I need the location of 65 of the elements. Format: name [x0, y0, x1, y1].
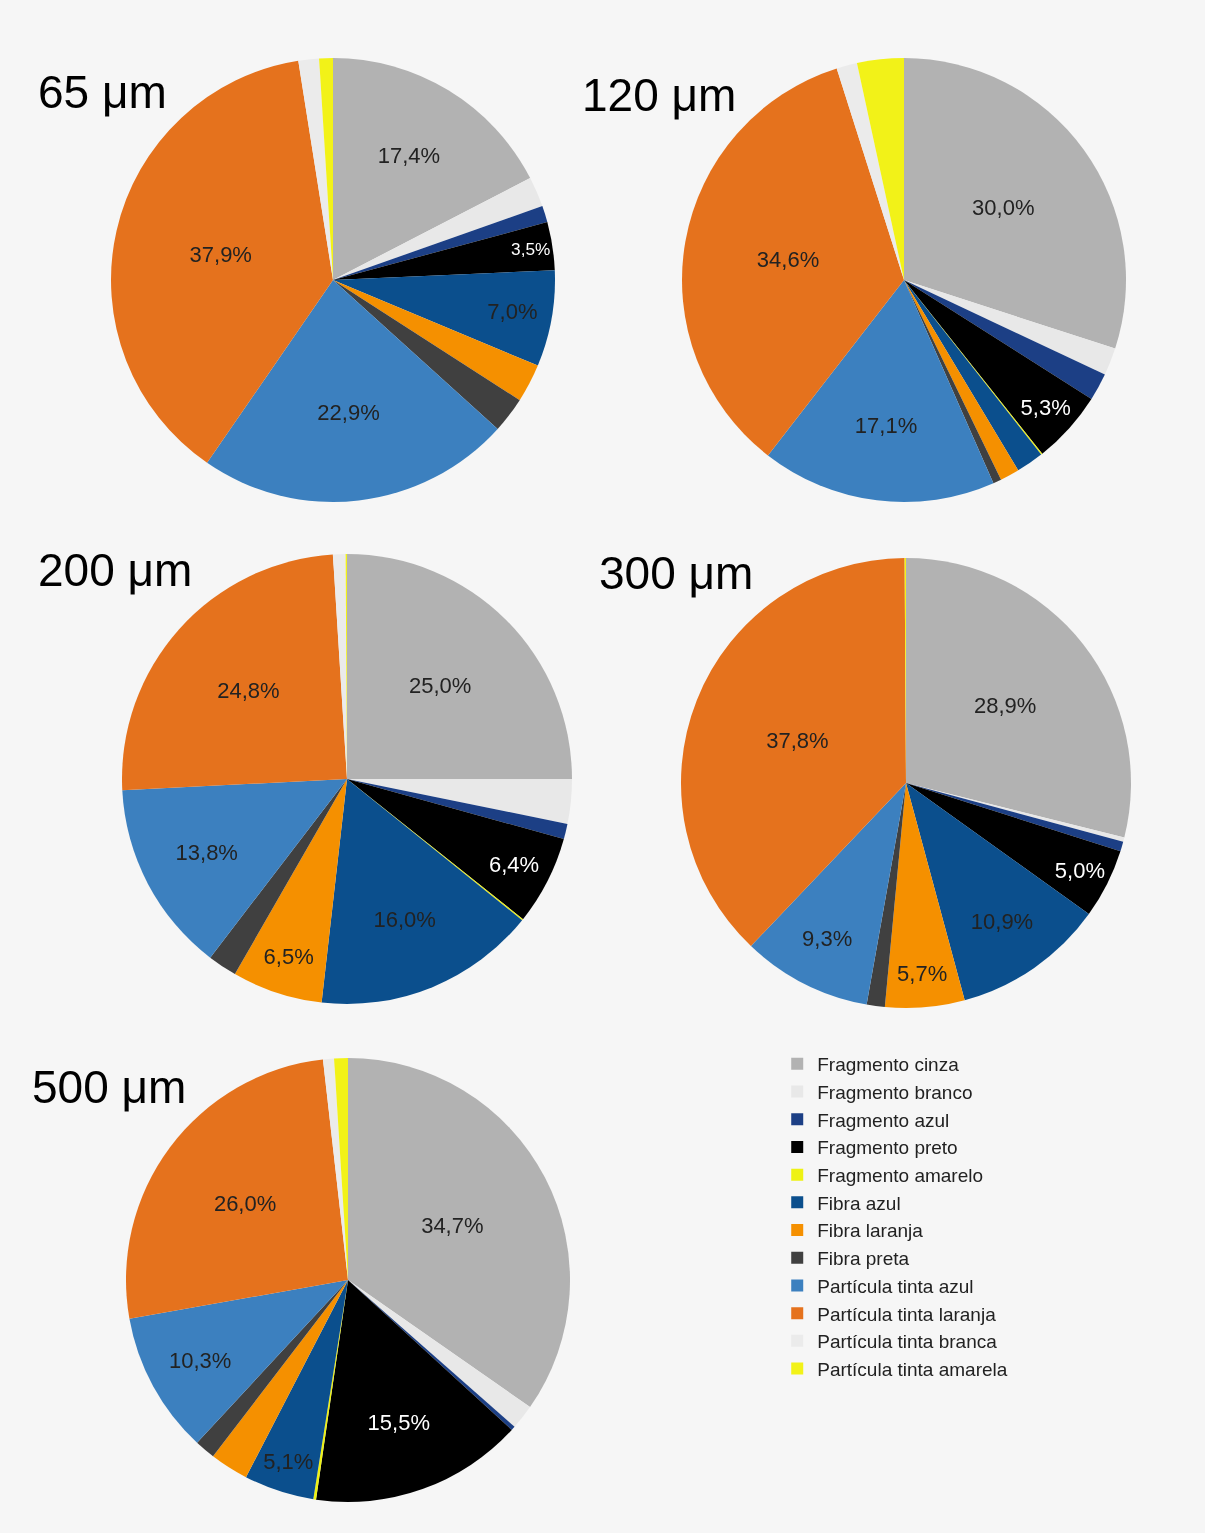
data-label: 26,0%: [213, 1190, 277, 1216]
pie-slice: [333, 270, 555, 366]
data-label: 10,3%: [168, 1348, 232, 1374]
pie-slice: [347, 779, 572, 824]
data-label: 25,0%: [409, 673, 472, 699]
pie-slice: [333, 280, 538, 401]
pie-slice: [333, 206, 548, 280]
pie-slice: [856, 58, 904, 280]
legend-label: Fibra preta: [817, 1248, 910, 1270]
pie-slice: [298, 58, 333, 280]
pie-slice: [681, 558, 906, 947]
chart-title: 500 μm: [32, 1061, 187, 1113]
legend-label: Partícula tinta amarela: [817, 1358, 1008, 1380]
data-label: 10,9%: [970, 908, 1034, 934]
data-label: 6,4%: [489, 851, 540, 877]
legend-label: Fragmento preto: [817, 1137, 958, 1159]
chart-title: 120 μm: [582, 69, 737, 121]
data-label: 5,7%: [897, 960, 948, 986]
legend-label: Fragmento amarelo: [817, 1165, 984, 1187]
data-label: 37,8%: [766, 727, 829, 753]
data-label: 3,5%: [511, 239, 551, 260]
pie-slice: [767, 280, 994, 502]
pie-slice: [348, 1058, 570, 1408]
data-label: 5,3%: [1020, 394, 1071, 420]
legend-label: Fragmento branco: [817, 1081, 973, 1103]
pie-slice: [126, 1059, 348, 1319]
pie-slice: [316, 1280, 512, 1502]
legend-label: Partícula tinta branca: [817, 1331, 998, 1353]
data-label: 7,0%: [487, 299, 538, 325]
pie-slice: [129, 1280, 348, 1443]
data-label: 13,8%: [175, 840, 238, 866]
pie-slice: [906, 783, 1121, 915]
pie-slice: [904, 280, 1105, 399]
data-label: 15,5%: [367, 1409, 430, 1435]
pie-slice: [333, 222, 555, 280]
data-label: 30,0%: [972, 195, 1035, 221]
pie-slice: [904, 280, 1116, 375]
legend-label: Fibra laranja: [817, 1220, 924, 1242]
data-label: 34,6%: [756, 246, 820, 272]
data-label: 9,3%: [802, 926, 853, 952]
pie-slice: [904, 58, 1126, 349]
pie-slice: [884, 783, 965, 1008]
data-label: 37,9%: [189, 242, 252, 268]
data-label: 16,0%: [373, 906, 436, 932]
legend-label: Partícula tinta azul: [817, 1275, 974, 1297]
data-label: 6,5%: [263, 944, 314, 970]
data-label: 28,9%: [973, 693, 1037, 719]
data-label: 24,8%: [217, 678, 280, 704]
legend-label: Fragmento azul: [817, 1109, 950, 1131]
pie-slice: [347, 554, 572, 779]
data-label: 5,0%: [1054, 857, 1105, 883]
chart-title: 200 μm: [38, 544, 193, 596]
data-label: 22,9%: [317, 400, 380, 426]
pie-slice: [122, 554, 347, 791]
chart-title: 65 μm: [38, 66, 167, 118]
legend-label: Partícula tinta laranja: [817, 1303, 997, 1325]
pie-slice: [906, 558, 1131, 838]
data-label: 17,4%: [377, 142, 441, 168]
chart-title: 300 μm: [599, 547, 754, 599]
data-label: 5,1%: [263, 1449, 314, 1475]
legend-label: Fibra azul: [817, 1192, 901, 1214]
pie-slice: [245, 1280, 348, 1500]
data-label: 34,7%: [421, 1213, 484, 1239]
data-label: 17,1%: [854, 413, 918, 439]
legend-label: Fragmento cinza: [817, 1054, 960, 1076]
